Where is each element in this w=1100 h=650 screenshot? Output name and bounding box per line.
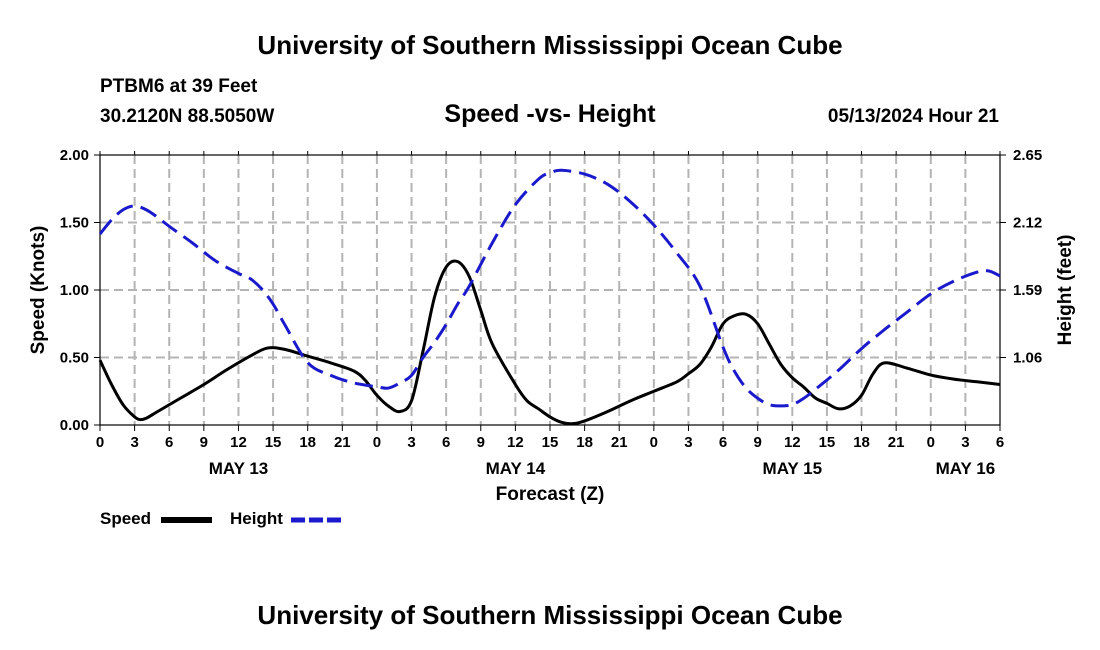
y-tick-label: 0.00: [60, 417, 89, 434]
x-tick-label: 15: [265, 434, 282, 451]
date-label: MAY 14: [486, 459, 546, 478]
x-tick-label: 6: [165, 434, 173, 451]
x-tick-label: 0: [96, 434, 104, 451]
x-tick-label: 0: [373, 434, 381, 451]
x-tick-label: 9: [200, 434, 208, 451]
y-tick-label: 2.00: [60, 147, 89, 164]
x-tick-label: 9: [754, 434, 762, 451]
y2-tick-label: 2.12: [1013, 215, 1042, 232]
x-tick-label: 0: [927, 434, 935, 451]
x-tick-label: 12: [784, 434, 801, 451]
height-series-line: [98, 168, 1001, 408]
chart-axes: [94, 151, 1006, 431]
x-tick-label: 21: [888, 434, 905, 451]
y-axis-title: Speed (Knots): [28, 226, 49, 355]
y2-tick-label: 1.06: [1013, 350, 1042, 367]
legend-speed-label: Speed: [100, 509, 152, 528]
series-lines: [98, 168, 1001, 426]
x-tick-label: 3: [407, 434, 415, 451]
x-axis-title: Forecast (Z): [496, 484, 605, 505]
x-tick-label: 9: [477, 434, 485, 451]
chart-subtitle: Speed -vs- Height: [444, 100, 656, 128]
x-tick-label: 18: [576, 434, 593, 451]
x-tick-label: 0: [650, 434, 658, 451]
y-tick-label: 0.50: [60, 350, 89, 367]
forecast-datetime: 05/13/2024 Hour 21: [827, 106, 999, 127]
x-tick-label: 3: [961, 434, 969, 451]
x-tick-label: 18: [299, 434, 316, 451]
plot-frame: [99, 154, 1001, 426]
x-tick-label: 6: [996, 434, 1004, 451]
x-tick-label: 15: [819, 434, 836, 451]
x-tick-label: 12: [230, 434, 247, 451]
footer-title: University of Southern Mississippi Ocean…: [257, 600, 843, 630]
date-label: MAY 13: [209, 459, 269, 478]
station-label: PTBM6 at 39 Feet: [100, 76, 258, 97]
y-tick-label: 1.50: [60, 215, 89, 232]
x-tick-label: 3: [130, 434, 138, 451]
speed-series-line: [98, 259, 1001, 426]
tick-labels: 0 3 6 9 12 15 18 21 0 3 6 9 12 15 18 21 0 3 6 9 12 15 18 21 0 3 6 0…: [28, 147, 1076, 505]
y2-axis-title: Height (feet): [1055, 235, 1076, 346]
x-tick-label: 15: [542, 434, 559, 451]
x-tick-label: 6: [719, 434, 727, 451]
x-tick-label: 21: [334, 434, 351, 451]
x-tick-label: 18: [853, 434, 870, 451]
y-tick-label: 1.00: [60, 282, 89, 299]
y2-tick-label: 1.59: [1013, 282, 1042, 299]
x-tick-label: 3: [684, 434, 692, 451]
legend-height-label: Height: [230, 509, 283, 528]
x-tick-label: 12: [507, 434, 524, 451]
x-tick-label: 21: [611, 434, 628, 451]
date-label: MAY 15: [763, 459, 823, 478]
x-tick-label: 6: [442, 434, 450, 451]
station-coordinates: 30.2120N 88.5050W: [100, 106, 275, 127]
date-label: MAY 16: [936, 459, 996, 478]
grid-lines: [100, 155, 1000, 425]
y2-tick-label: 2.65: [1013, 147, 1042, 164]
chart-main-title: University of Southern Mississippi Ocean…: [257, 30, 843, 60]
